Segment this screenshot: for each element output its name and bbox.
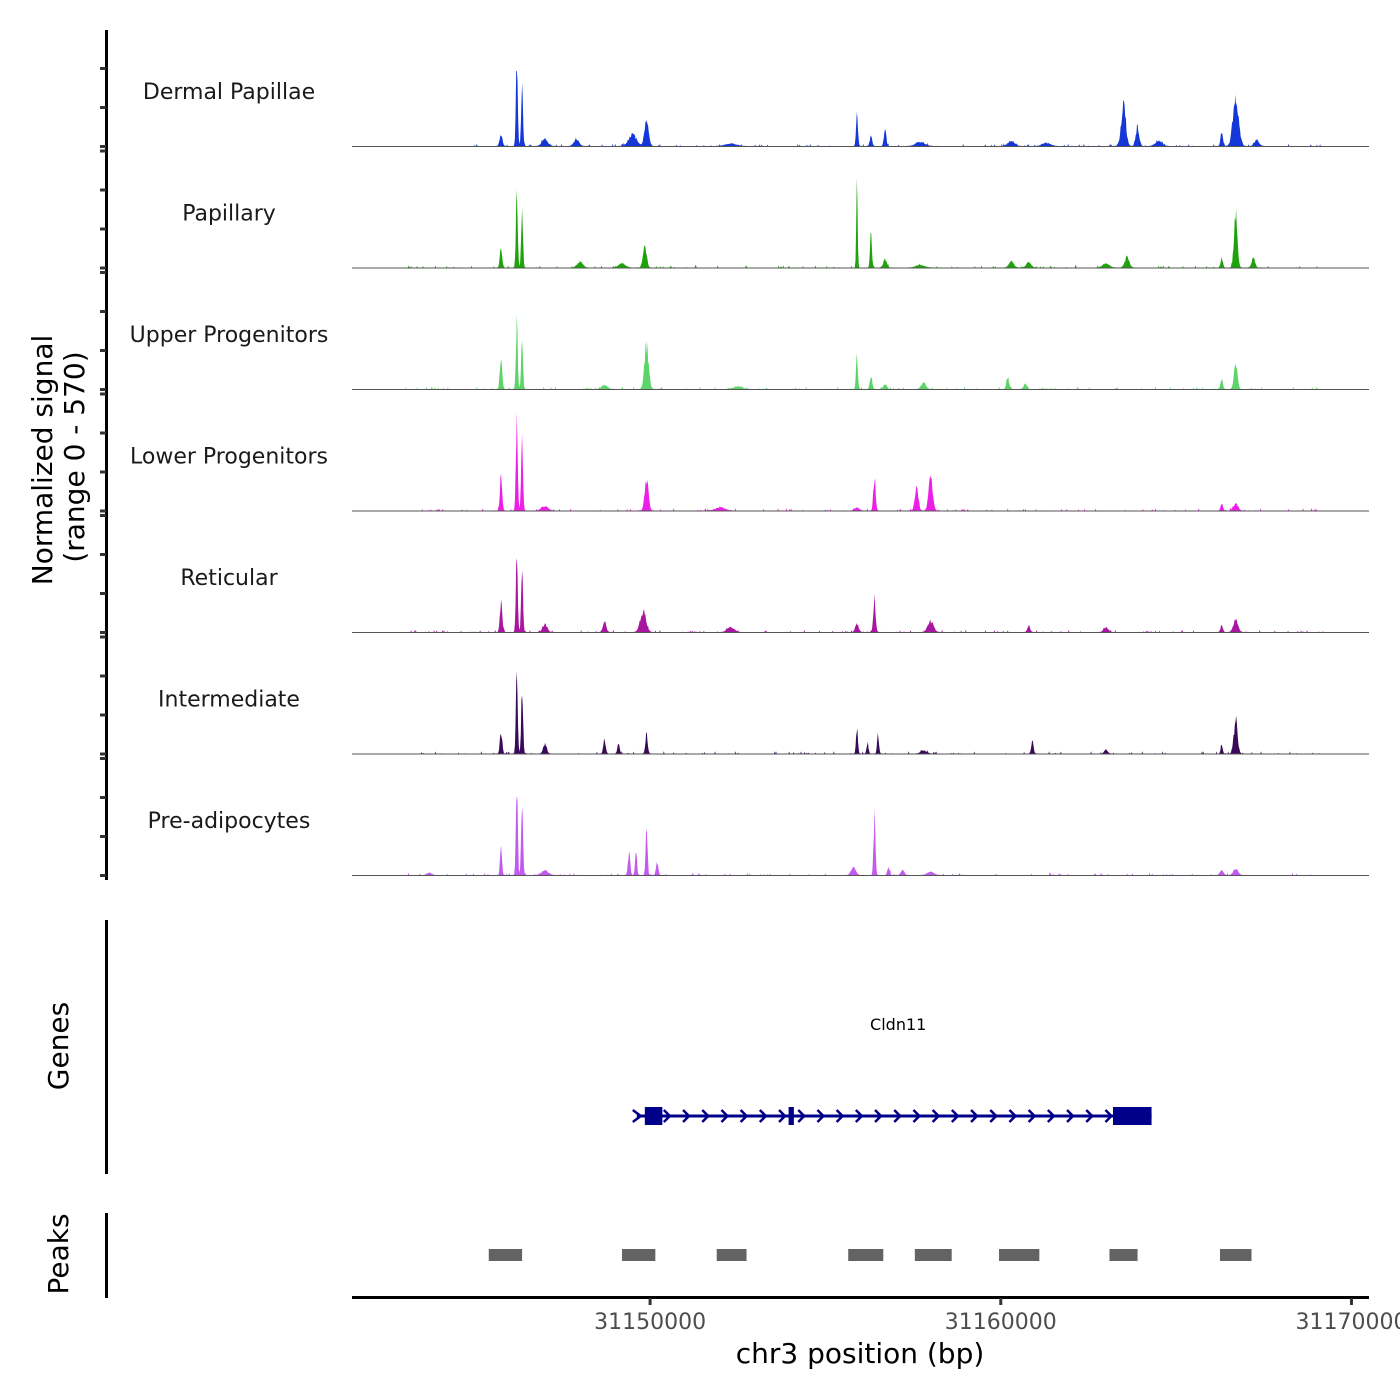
strand-arrow xyxy=(816,1109,826,1123)
coverage-area xyxy=(404,411,1324,511)
peak-region xyxy=(914,1249,952,1261)
coverage-area xyxy=(404,671,1324,754)
strand-arrow xyxy=(931,1109,941,1123)
x-axis-title: chr3 position (bp) xyxy=(736,1337,985,1370)
strand-arrow xyxy=(1046,1109,1056,1123)
peak-region xyxy=(999,1249,1040,1261)
peaks-track-title: Peaks xyxy=(42,1213,75,1294)
peak-region xyxy=(848,1249,884,1261)
track-label: Upper Progenitors xyxy=(130,323,329,348)
peak-regions xyxy=(488,1249,1252,1261)
strand-arrow xyxy=(835,1109,845,1123)
strand-arrow xyxy=(970,1109,979,1123)
coverage-track-lower-progenitors: Lower Progenitors xyxy=(130,411,1369,512)
gene-exon xyxy=(1112,1107,1152,1125)
coverage-track-reticular: Reticular xyxy=(180,557,1369,633)
track-label: Pre-adipocytes xyxy=(148,809,311,834)
strand-arrow xyxy=(854,1109,864,1123)
genes-track-title: Genes xyxy=(42,1002,75,1090)
gene-track: Cldn11 xyxy=(632,1015,1152,1125)
strand-arrow xyxy=(912,1109,922,1123)
peak-region xyxy=(1109,1249,1138,1261)
strand-arrow xyxy=(758,1109,768,1123)
strand-arrow xyxy=(701,1109,710,1123)
strand-arrow xyxy=(1085,1109,1094,1123)
y-axis-title-range: (range 0 - 570) xyxy=(58,351,91,562)
coverage-track-pre-adipocytes: Pre-adipocytes xyxy=(148,796,1369,876)
coverage-tracks: Dermal Papillae Papillary Upper Progenitor… xyxy=(130,70,1369,876)
strand-arrow xyxy=(720,1109,730,1123)
strand-arrow xyxy=(778,1109,787,1123)
gene-exon xyxy=(788,1107,794,1125)
track-label: Intermediate xyxy=(158,688,300,713)
peak-region xyxy=(716,1249,747,1261)
gene-start-marker xyxy=(632,1109,643,1123)
strand-arrow xyxy=(1008,1109,1018,1123)
strand-arrow xyxy=(989,1109,998,1123)
x-axis-ticks: 31150000 31160000 31170000 xyxy=(594,1298,1400,1335)
coverage-area xyxy=(404,557,1324,632)
track-label: Dermal Papillae xyxy=(143,80,315,105)
strand-arrow xyxy=(874,1109,883,1123)
strand-arrow xyxy=(682,1109,691,1123)
track-label: Lower Progenitors xyxy=(130,445,328,470)
peak-region xyxy=(488,1249,523,1261)
peak-region xyxy=(622,1249,656,1261)
coverage-track-intermediate: Intermediate xyxy=(158,671,1369,755)
coverage-area xyxy=(404,314,1324,389)
strand-arrow xyxy=(1027,1109,1037,1123)
coverage-area xyxy=(404,70,1324,146)
peak-region xyxy=(1219,1249,1252,1261)
strand-arrow xyxy=(797,1109,806,1123)
coverage-track-dermal-papillae: Dermal Papillae xyxy=(143,70,1369,147)
x-tick-label: 31150000 xyxy=(594,1310,706,1335)
coverage-track-papillary: Papillary xyxy=(182,178,1369,269)
gene-exon xyxy=(644,1107,663,1125)
strand-arrow xyxy=(662,1109,672,1123)
x-tick-label: 31170000 xyxy=(1295,1310,1400,1335)
track-label: Papillary xyxy=(182,202,276,227)
x-tick-label: 31160000 xyxy=(945,1310,1057,1335)
gene-label: Cldn11 xyxy=(870,1015,926,1034)
coverage-track-upper-progenitors: Upper Progenitors xyxy=(130,314,1369,390)
y-axis-title: Normalized signal xyxy=(26,335,59,586)
strand-arrow xyxy=(1066,1109,1075,1123)
strand-arrow xyxy=(1104,1109,1114,1123)
track-label: Reticular xyxy=(180,566,278,591)
strand-arrow xyxy=(739,1109,749,1123)
strand-arrow xyxy=(950,1109,960,1123)
coverage-y-axis-ticks xyxy=(100,67,106,877)
coverage-area xyxy=(404,796,1324,875)
coverage-area xyxy=(404,178,1324,268)
strand-arrow xyxy=(893,1109,902,1123)
